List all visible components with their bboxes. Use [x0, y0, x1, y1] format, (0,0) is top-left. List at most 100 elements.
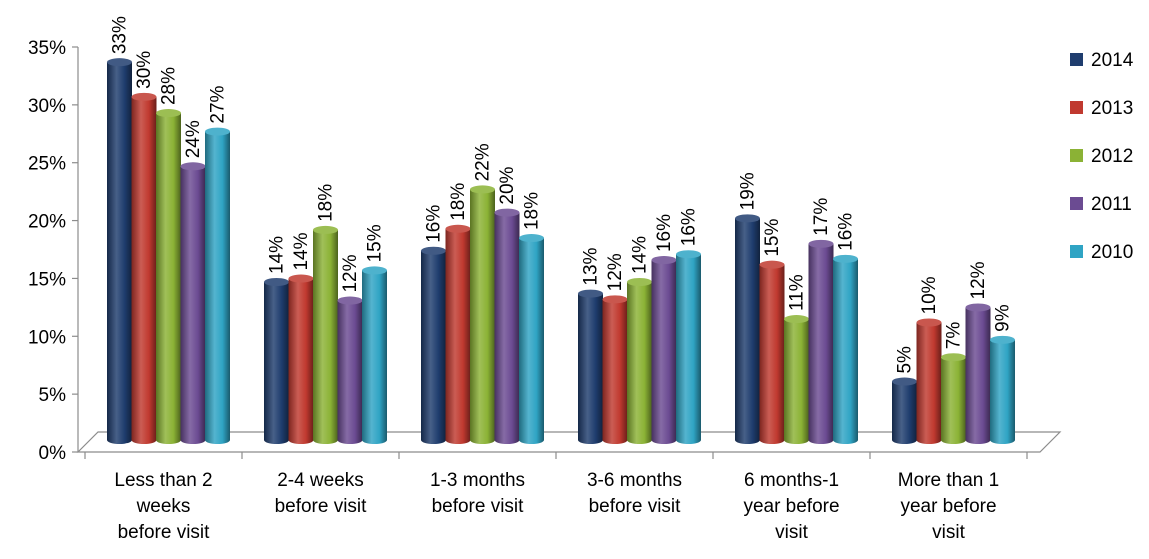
- legend: 2014 2013 2012 2011 2010: [1070, 50, 1134, 263]
- legend-swatch: [1070, 149, 1083, 162]
- y-tick-label: 15%: [28, 269, 66, 290]
- bar-2012: [627, 278, 652, 444]
- data-label: 12%: [340, 254, 361, 292]
- bar-body: [784, 319, 809, 444]
- data-label: 33%: [110, 16, 131, 54]
- bar-2013: [288, 274, 314, 444]
- legend-label: 2011: [1091, 194, 1132, 215]
- bar-2010: [990, 335, 1015, 444]
- legend-item-2011: 2011: [1070, 194, 1132, 215]
- bar-2013: [759, 260, 785, 444]
- data-label: 18%: [522, 192, 543, 230]
- bar-body: [288, 278, 314, 444]
- bar-2011: [651, 256, 677, 444]
- data-label: 15%: [365, 224, 386, 262]
- bar-2010: [519, 234, 544, 444]
- legend-swatch: [1070, 101, 1083, 114]
- bar-top: [735, 214, 760, 223]
- bar-top: [313, 225, 338, 234]
- bar-body: [131, 96, 157, 444]
- bar-2013: [445, 224, 471, 444]
- bar-body: [578, 293, 603, 444]
- legend-label: 2014: [1091, 50, 1134, 71]
- bar-top: [519, 234, 544, 243]
- data-label: 14%: [630, 236, 651, 274]
- bar-top: [494, 208, 520, 217]
- legend-label: 2010: [1091, 242, 1133, 263]
- bars: [106, 58, 1015, 445]
- data-label: 10%: [919, 276, 940, 314]
- bar-body: [651, 260, 677, 444]
- y-tick-label: 5%: [39, 385, 67, 406]
- bar-2014: [892, 377, 917, 444]
- data-label: 30%: [134, 51, 155, 89]
- data-label: 28%: [159, 67, 180, 105]
- x-category-label: 3-6 months before visit: [587, 470, 682, 517]
- bar-top: [180, 162, 206, 171]
- legend-swatch: [1070, 197, 1083, 210]
- bar-body: [470, 189, 495, 444]
- data-label: 16%: [424, 205, 445, 243]
- bar-body: [965, 307, 991, 444]
- bar-body: [519, 238, 544, 444]
- data-label: 15%: [762, 219, 783, 257]
- data-labels: 33%30% 28%24%27%14% 14%18%12%15%16%18%22%2…: [110, 16, 1014, 374]
- data-label: 14%: [291, 232, 312, 270]
- bar-2011: [808, 239, 834, 444]
- bar-2013: [602, 295, 628, 444]
- x-category-label: Less than 2 weeks before visit: [114, 470, 212, 543]
- data-label: 11%: [787, 274, 808, 311]
- bar-top: [759, 260, 785, 269]
- bar-body: [362, 270, 387, 444]
- data-label: 24%: [183, 120, 204, 158]
- y-tick-label: 30%: [28, 96, 66, 117]
- x-category-label: More than 1 year before visit: [898, 470, 999, 543]
- data-label: 22%: [473, 143, 494, 181]
- bar-body: [421, 250, 446, 444]
- bar-2011: [180, 162, 206, 445]
- bar-2014: [264, 278, 289, 444]
- bar-top: [808, 239, 834, 248]
- y-tick-label: 0%: [39, 443, 67, 464]
- bar-top: [965, 303, 991, 312]
- bar-top: [990, 335, 1015, 344]
- data-label: 16%: [654, 214, 675, 252]
- bar-top: [941, 353, 966, 362]
- bar-top: [107, 58, 132, 67]
- bar-2010: [362, 266, 387, 444]
- data-label: 13%: [581, 247, 602, 285]
- bar-body: [264, 282, 289, 444]
- x-axis: Less than 2 weeks before visit 2-4 weeks bef…: [84, 452, 1028, 543]
- data-label: 27%: [208, 85, 229, 123]
- data-label: 5%: [895, 346, 916, 374]
- bar-top: [288, 274, 314, 283]
- bar-body: [313, 229, 338, 444]
- bar-top: [264, 278, 289, 286]
- bar-2010: [205, 127, 230, 445]
- bar-2013: [131, 92, 157, 444]
- bar-body: [892, 381, 917, 444]
- bar-top: [337, 296, 363, 305]
- data-label: 12%: [968, 261, 989, 299]
- data-label: 7%: [944, 322, 965, 350]
- legend-swatch: [1070, 245, 1083, 258]
- bar-body: [916, 322, 942, 444]
- bar-body: [445, 228, 471, 444]
- bar-body: [808, 243, 834, 444]
- bar-body: [337, 300, 363, 444]
- bar-body: [494, 212, 520, 444]
- x-category-label: 6 months-1 year before visit: [743, 470, 839, 543]
- bar-2010: [833, 254, 858, 444]
- bar-2014: [106, 58, 132, 445]
- bar-top: [205, 127, 230, 136]
- bar-2012: [313, 225, 338, 444]
- bar-2011: [965, 303, 991, 444]
- legend-item-2012: 2012: [1070, 146, 1133, 167]
- legend-label: 2012: [1091, 146, 1133, 167]
- bar-body: [627, 282, 652, 444]
- bar-2012: [941, 353, 966, 444]
- data-label: 18%: [316, 184, 337, 222]
- bar-body: [735, 218, 760, 444]
- x-category-label: 1-3 months before visit: [430, 470, 525, 517]
